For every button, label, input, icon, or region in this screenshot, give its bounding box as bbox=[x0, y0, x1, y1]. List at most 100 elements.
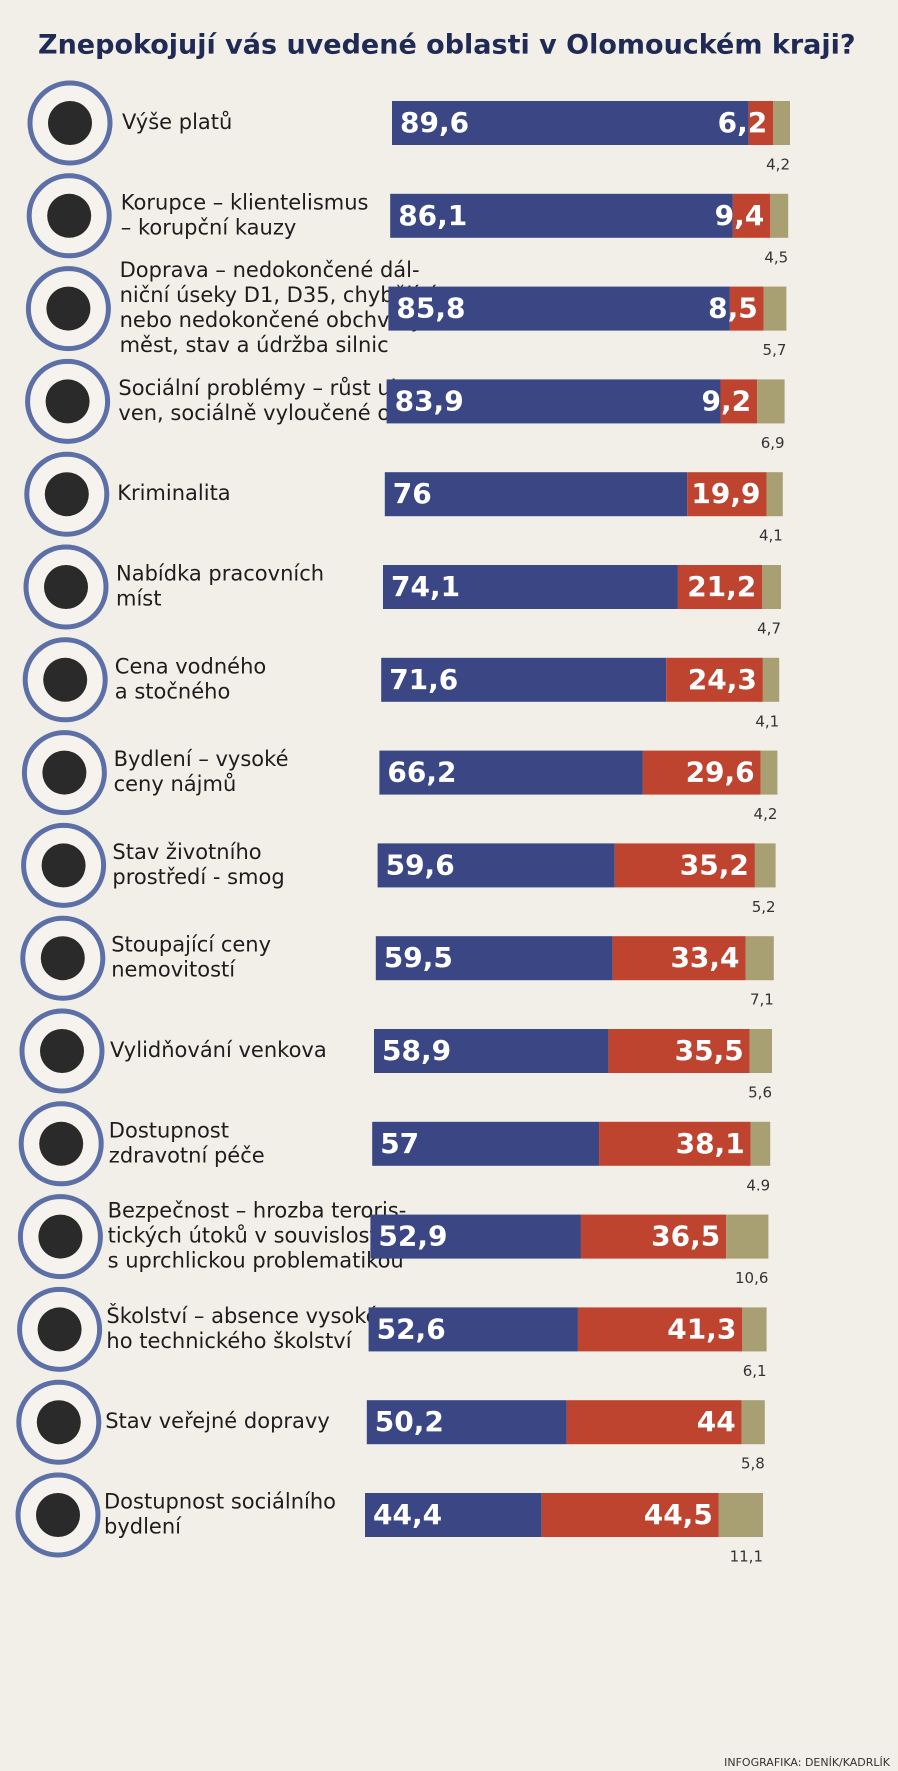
category-label: měst, stav a údržba silnic bbox=[120, 333, 389, 357]
bar-segment bbox=[577, 1307, 743, 1352]
icon bbox=[36, 1493, 80, 1537]
category-label: Nabídka pracovních bbox=[116, 562, 324, 586]
value-label: 29,6 bbox=[686, 756, 755, 789]
category-label: Školství – absence vysoké- bbox=[106, 1303, 386, 1328]
bar-segment bbox=[757, 379, 785, 424]
value-label: 10,6 bbox=[735, 1269, 768, 1287]
bar-segment bbox=[372, 1121, 600, 1166]
value-label: 44,5 bbox=[644, 1498, 713, 1531]
chart-title: Znepokojují vás uvedené oblasti v Olomou… bbox=[38, 30, 856, 61]
value-label: 5,8 bbox=[741, 1455, 765, 1473]
bar-segment bbox=[375, 936, 613, 981]
bar-segment bbox=[760, 750, 778, 795]
value-label: 33,4 bbox=[670, 941, 739, 974]
icon bbox=[47, 193, 92, 238]
category-label: Kriminalita bbox=[117, 481, 230, 505]
value-label: 52,6 bbox=[377, 1312, 446, 1345]
icon bbox=[43, 657, 88, 702]
bar-segment bbox=[580, 1214, 727, 1259]
value-label: 11,1 bbox=[730, 1548, 763, 1566]
category-label: Stav veřejné dopravy bbox=[105, 1409, 330, 1433]
bar-segment bbox=[729, 286, 764, 331]
category-label: nebo nedokončené obchvaty bbox=[120, 308, 423, 332]
value-label: 4,7 bbox=[757, 620, 781, 638]
icon bbox=[44, 565, 88, 609]
bar-segment bbox=[377, 843, 615, 888]
bar-segment bbox=[392, 101, 749, 145]
value-label: 57 bbox=[380, 1127, 419, 1160]
icon bbox=[36, 1400, 81, 1445]
source: INFOGRAFIKA: DENÍK/KADRLÍK bbox=[724, 1756, 891, 1769]
bar-segment bbox=[566, 1400, 742, 1445]
value-label: 35,2 bbox=[680, 848, 749, 881]
value-label: 35,5 bbox=[675, 1034, 744, 1067]
category-label: Stoupající ceny bbox=[111, 933, 271, 957]
value-label: 7,1 bbox=[750, 991, 774, 1009]
value-label: 6,9 bbox=[761, 434, 785, 452]
value-label: 44,4 bbox=[373, 1498, 442, 1531]
category-label: Doprava – nedokončené dál- bbox=[120, 258, 420, 282]
bar-segment bbox=[726, 1214, 769, 1259]
bar-segment bbox=[368, 1307, 578, 1352]
bar-segment bbox=[762, 565, 781, 609]
category-label: tických útoků v souvislosti bbox=[108, 1224, 384, 1248]
category-label: Vylidňování venkova bbox=[110, 1038, 327, 1062]
category-label: – korupční kauzy bbox=[121, 215, 296, 239]
value-label: 5,2 bbox=[752, 898, 776, 916]
category-label: a stočného bbox=[115, 679, 231, 703]
icon bbox=[41, 843, 86, 888]
bar-segment bbox=[541, 1493, 719, 1537]
bar-segment bbox=[612, 936, 746, 981]
value-label: 5,7 bbox=[763, 341, 787, 359]
bar-segment bbox=[745, 936, 774, 981]
icon bbox=[39, 1121, 84, 1166]
value-label: 58,9 bbox=[382, 1034, 451, 1067]
category-label: prostředí - smog bbox=[112, 865, 284, 889]
category-label: ceny nájmů bbox=[114, 772, 237, 796]
bar-segment bbox=[370, 1214, 581, 1259]
value-label: 21,2 bbox=[687, 570, 756, 603]
bar-segment bbox=[388, 286, 730, 331]
category-label: Výše platů bbox=[122, 110, 232, 134]
category-label: s uprchlickou problematikou bbox=[108, 1249, 404, 1273]
bar-segment bbox=[762, 657, 780, 702]
value-label: 74,1 bbox=[391, 570, 460, 603]
value-label: 4,1 bbox=[755, 712, 779, 730]
bar-segment bbox=[374, 1029, 609, 1073]
value-label: 9,4 bbox=[715, 199, 765, 232]
icon bbox=[48, 101, 92, 145]
bar-segment bbox=[384, 472, 688, 517]
value-label: 86,1 bbox=[398, 199, 467, 232]
icon bbox=[40, 936, 85, 981]
value-label: 4,1 bbox=[759, 527, 783, 545]
bar-segment bbox=[766, 472, 783, 517]
category-label: míst bbox=[116, 587, 161, 611]
bar-segment bbox=[677, 565, 763, 609]
value-label: 4,2 bbox=[754, 805, 778, 823]
bar-segment bbox=[379, 750, 643, 795]
category-label: bydlení bbox=[104, 1515, 182, 1539]
bar-segment bbox=[770, 193, 789, 238]
value-label: 41,3 bbox=[667, 1312, 736, 1345]
value-label: 59,5 bbox=[384, 941, 453, 974]
bar-segment bbox=[614, 843, 755, 888]
icon bbox=[38, 1214, 83, 1259]
value-label: 71,6 bbox=[389, 663, 458, 696]
icon bbox=[46, 286, 91, 331]
bar-segment bbox=[773, 101, 790, 145]
icon bbox=[42, 750, 87, 795]
value-label: 4,2 bbox=[766, 156, 790, 174]
bar-segment bbox=[754, 843, 776, 888]
value-label: 4.9 bbox=[746, 1176, 770, 1194]
value-label: 38,1 bbox=[676, 1127, 745, 1160]
value-label: 4,5 bbox=[764, 248, 788, 266]
category-label: Bezpečnost – hrozba teroris- bbox=[108, 1199, 407, 1223]
category-label: Dostupnost sociálního bbox=[104, 1490, 336, 1514]
bar-segment bbox=[741, 1400, 765, 1445]
category-label: niční úseky D1, D35, chybějící bbox=[120, 283, 437, 307]
bar-segment bbox=[381, 657, 667, 702]
bar-segment bbox=[732, 193, 771, 238]
value-label: 44 bbox=[697, 1405, 736, 1438]
value-label: 76 bbox=[393, 477, 432, 510]
category-label: Bydlení – vysoké bbox=[114, 747, 289, 771]
